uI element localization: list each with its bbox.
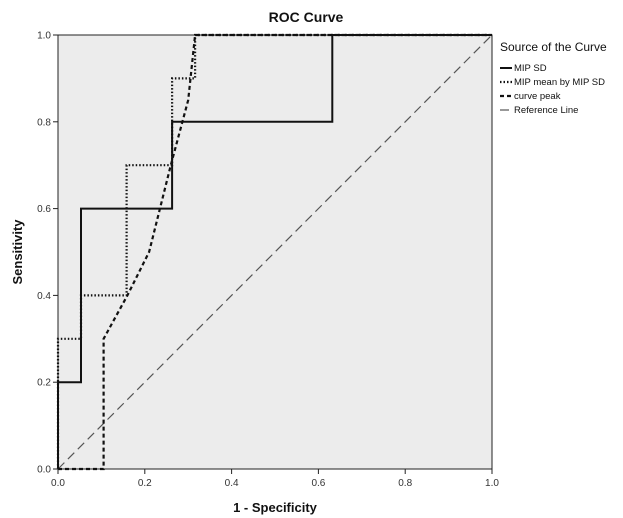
x-tick-label: 1.0	[485, 478, 499, 489]
legend-label: MIP SD	[514, 63, 547, 74]
x-tick-label: 0.6	[311, 478, 325, 489]
x-axis-title: 1 - Specificity	[233, 500, 318, 515]
legend-item: curve peak	[500, 91, 561, 102]
x-tick-label: 0.2	[138, 478, 152, 489]
legend-label: Reference Line	[514, 105, 578, 116]
legend-item: MIP mean by MIP SD	[500, 77, 605, 88]
legend-item: Reference Line	[500, 105, 578, 116]
legend-label: MIP mean by MIP SD	[514, 77, 605, 88]
x-tick-label: 0.8	[398, 478, 412, 489]
legend-title: Source of the Curve	[500, 40, 607, 54]
chart-title: ROC Curve	[269, 9, 344, 25]
legend-items: MIP SD MIP mean by MIP SD curve peak Refere…	[500, 63, 605, 116]
legend: Source of the Curve MIP SD MIP mean by MI…	[500, 40, 607, 116]
y-tick-label: 0.2	[37, 378, 51, 389]
y-tick-label: 0.6	[37, 204, 51, 215]
legend-label: curve peak	[514, 91, 561, 102]
y-tick-label: 1.0	[37, 31, 51, 42]
y-tick-label: 0.8	[37, 117, 51, 128]
x-tick-label: 0.0	[51, 478, 65, 489]
y-axis-title: Sensitivity	[10, 219, 25, 285]
y-tick-label: 0.0	[37, 465, 51, 476]
y-tick-label: 0.4	[37, 291, 51, 302]
x-tick-label: 0.4	[225, 478, 239, 489]
legend-item: MIP SD	[500, 63, 547, 74]
